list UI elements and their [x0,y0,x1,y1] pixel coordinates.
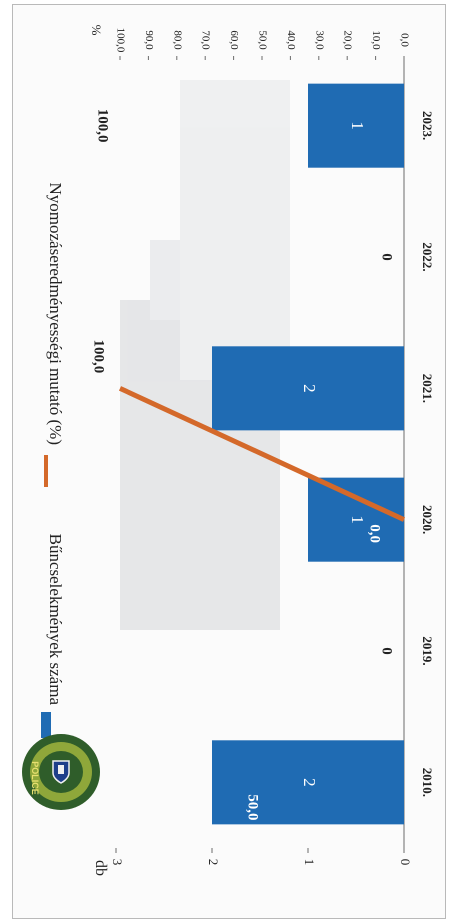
bar-series: 2 0 1 2 0 1 [212,83,404,825]
left-axis-ticks: 0 1 2 3 [110,848,413,865]
category-labels: 2010. 2019. 2020. 2021. 2022. 2023. [420,111,435,797]
bar [308,83,404,168]
left-axis-tick-label: 2 [206,859,221,866]
right-axis-tick-label: 20,0 [342,30,354,50]
right-axis-tick-label: 90,0 [143,30,155,50]
right-axis-tick-label: 0,0 [398,33,410,47]
category-label: 2021. [420,374,435,403]
line-value-label: 100,0 [91,339,107,373]
legend-swatch-line [44,455,48,487]
left-axis-tick-label: 0 [398,859,413,866]
bar-value-label: 0 [379,253,395,261]
category-label: 2019. [420,636,435,665]
right-axis-tick-label: 40,0 [285,30,297,50]
bar-value-label: 2 [300,778,319,787]
police-logo: POLICE [22,734,100,810]
category-label: 2022. [420,242,435,271]
line-path [118,386,406,522]
right-axis-tick-label: 80,0 [171,30,183,50]
bar [212,346,404,431]
legend-label-line: Nyomozáseredményességi mutató (%) [46,183,65,445]
svg-text:POLICE: POLICE [30,761,40,795]
left-axis-tick-label: 1 [302,859,317,866]
left-axis-unit: db [92,860,109,876]
bar [308,477,404,562]
category-label: 2010. [420,768,435,797]
bar-value-label: 1 [348,515,367,524]
right-axis-tick-label: 100,0 [114,28,126,53]
legend-label-bar: Bűncselekmények száma [46,534,65,706]
line-value-label: 100,0 [95,109,111,143]
right-axis-tick-label: 60,0 [228,30,240,50]
right-axis-ticks: 0,0 10,0 20,0 30,0 40,0 50,0 60,0 70,0 80,0 90,0 1… [114,28,410,60]
line-value-label: 50,0 [245,794,261,820]
legend-swatch-bar [41,712,51,738]
background-photo [120,80,290,630]
left-axis-tick-label: 3 [110,859,125,866]
line-series: 50,0 0,0 100,0 100,0 [91,109,406,820]
bar-value-label: 2 [300,384,319,393]
category-label: 2023. [420,111,435,140]
right-axis-tick-label: 10,0 [370,30,382,50]
right-axis-tick-label: 30,0 [313,30,325,50]
right-axis-unit: % [89,25,104,36]
bar-value-label: 1 [348,121,367,129]
bar [212,740,404,825]
category-label: 2020. [420,505,435,534]
legend: Bűncselekmények száma Nyomozáseredményes… [41,183,65,738]
right-axis-tick-label: 70,0 [200,30,212,50]
bar-value-label: 0 [379,647,395,655]
line-value-label: 0,0 [367,524,383,543]
right-axis-tick-label: 50,0 [256,30,268,50]
